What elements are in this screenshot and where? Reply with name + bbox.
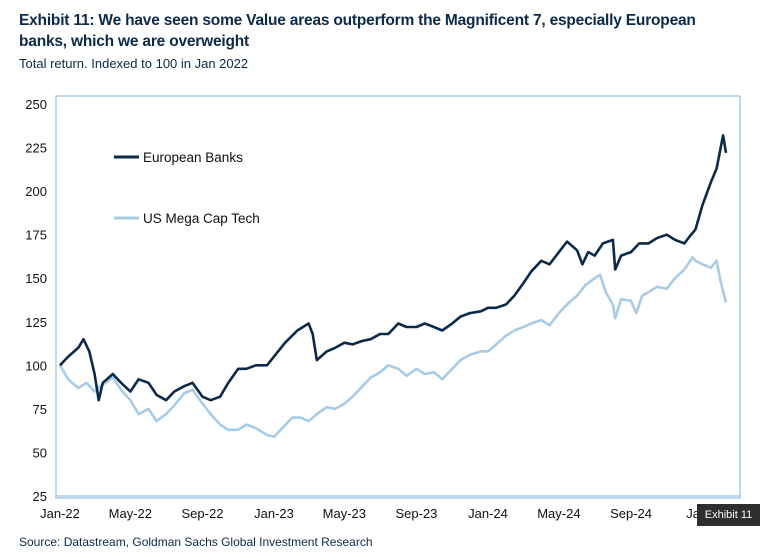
series-lines xyxy=(58,134,728,439)
legend: European Banks US Mega Cap Tech xyxy=(114,150,260,226)
x-tick-label: Sep-23 xyxy=(395,506,437,521)
x-tick-label: Jan-22 xyxy=(40,506,80,521)
chart-subtitle: Total return. Indexed to 100 in Jan 2022 xyxy=(19,56,249,71)
y-tick-label: 50 xyxy=(33,445,47,460)
series-line-european-banks xyxy=(59,134,728,402)
x-tick-labels: Jan-22 May-22 Sep-22 Jan-23 May-23 Sep-23 Jan-… xyxy=(40,506,719,521)
x-tick-label: May-23 xyxy=(323,506,366,521)
exhibit-tag: Exhibit 11 xyxy=(697,504,760,526)
y-tick-label: 175 xyxy=(25,228,47,243)
y-tick-label: 25 xyxy=(33,489,47,504)
x-tick-label: May-22 xyxy=(109,506,152,521)
series-line-us-mega-cap-tech xyxy=(58,256,728,439)
x-tick-label: May-24 xyxy=(537,506,580,521)
y-tick-label: 150 xyxy=(25,271,47,286)
source-note: Source: Datastream, Goldman Sachs Global… xyxy=(19,535,373,549)
y-tick-label: 125 xyxy=(25,315,47,330)
chart-title: Exhibit 11: We have seen some Value area… xyxy=(19,12,696,50)
legend-label-european-banks: European Banks xyxy=(143,150,243,165)
legend-label-us-mega-cap-tech: US Mega Cap Tech xyxy=(143,211,260,226)
plot-frame xyxy=(55,95,741,499)
y-tick-label: 75 xyxy=(33,402,47,417)
y-tick-label: 250 xyxy=(25,97,47,112)
y-tick-label: 200 xyxy=(25,184,47,199)
y-tick-labels: 25 50 75 100 125 150 175 200 225 250 xyxy=(25,97,47,504)
x-tick-label: Jan-23 xyxy=(254,506,294,521)
y-tick-label: 100 xyxy=(25,358,47,373)
x-tick-label: Jan-24 xyxy=(468,506,508,521)
x-tick-label: Sep-24 xyxy=(610,506,652,521)
x-tick-label: Sep-22 xyxy=(182,506,224,521)
y-tick-label: 225 xyxy=(25,141,47,156)
